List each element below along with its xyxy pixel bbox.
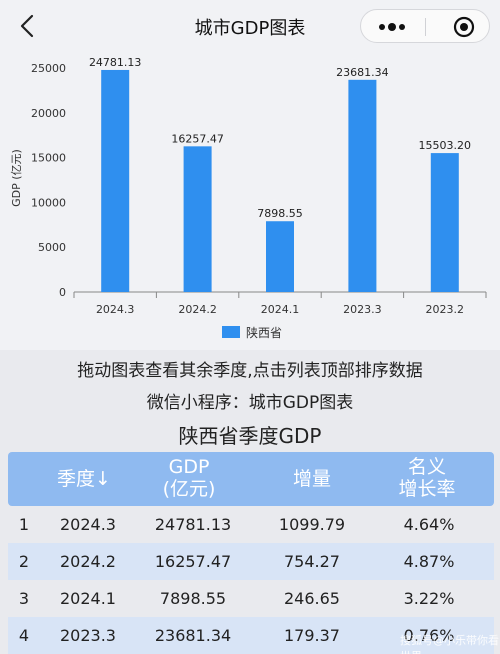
y-tick-label: 10000	[31, 196, 66, 209]
y-axis-label: GDP (亿元)	[10, 149, 23, 207]
target-circle-icon[interactable]	[453, 16, 475, 38]
x-tick-label: 2024.2	[178, 303, 217, 316]
cell-gdp: 7898.55	[159, 589, 227, 608]
cell-gdp: 24781.13	[154, 515, 232, 534]
table-row[interactable]: 3 2024.1 7898.55 246.65 3.22%	[8, 580, 494, 617]
bar-data-label: 15503.20	[419, 139, 472, 152]
column-header-quarter[interactable]: 季度↓	[57, 468, 111, 490]
cell-gdp: 16257.47	[154, 552, 232, 571]
chevron-left-icon[interactable]	[14, 12, 42, 40]
bar-2023.2	[430, 153, 459, 292]
legend-label: 陕西省	[246, 325, 282, 340]
cell-growth: 0.76%	[403, 626, 455, 645]
y-tick-label: 15000	[31, 152, 66, 165]
y-tick-label: 25000	[31, 62, 66, 75]
bar-2024.3	[101, 69, 130, 292]
bar-2024.1	[266, 221, 294, 292]
cell-growth: 4.64%	[403, 515, 455, 534]
bar-data-label: 23681.34	[336, 66, 389, 79]
bar-data-label: 16257.47	[171, 132, 224, 145]
table-title: 陕西省季度GDP	[178, 424, 322, 448]
table-header: 季度↓ GDP (亿元) 增量 名义 增长率	[8, 452, 494, 506]
legend-swatch	[222, 326, 240, 338]
y-tick-label: 5000	[38, 241, 66, 254]
column-header-growth[interactable]: 名义 增长率	[382, 456, 472, 500]
miniprogram-tip: 微信小程序：城市GDP图表	[146, 393, 354, 413]
navigation-bar: 城市GDP图表	[0, 0, 500, 52]
cell-increase: 1099.79	[278, 515, 346, 534]
cell-growth: 3.22%	[403, 589, 455, 608]
column-header-gdp-line2: (亿元)	[162, 478, 216, 500]
column-header-gdp-line1: GDP	[168, 456, 210, 478]
bar-data-label: 7898.55	[257, 207, 303, 220]
cell-rank: 3	[18, 589, 30, 608]
table-row[interactable]: 1 2024.3 24781.13 1099.79 4.64%	[8, 506, 494, 543]
x-tick-label: 2024.1	[261, 303, 300, 316]
gdp-bar-chart[interactable]: 0 5000 10000 15000 20000 25000 GDP (亿元) 24781.1…	[0, 52, 500, 350]
cell-growth: 4.87%	[403, 552, 455, 571]
gdp-bar-chart-card[interactable]: 0 5000 10000 15000 20000 25000 GDP (亿元) 24781.1…	[0, 52, 500, 350]
column-header-increase[interactable]: 增量	[292, 468, 331, 490]
more-dots-icon[interactable]	[377, 19, 407, 35]
cell-increase: 754.27	[284, 552, 340, 571]
column-header-growth-line2: 增长率	[398, 478, 456, 500]
table-row[interactable]: 4 2023.3 23681.34 179.37 0.76%	[8, 617, 494, 654]
cell-rank: 2	[18, 552, 30, 571]
capsule-divider	[425, 18, 426, 36]
y-tick-label: 20000	[31, 107, 66, 120]
bar-data-label: 24781.13	[89, 56, 142, 69]
x-tick-label: 2024.3	[96, 303, 135, 316]
cell-quarter: 2024.3	[60, 515, 116, 534]
bar-2024.2	[183, 146, 212, 292]
x-tick-label: 2023.2	[426, 303, 465, 316]
table-row[interactable]: 2 2024.2 16257.47 754.27 4.87%	[8, 543, 494, 580]
bar-2023.3	[348, 79, 377, 293]
cell-increase: 179.37	[284, 626, 340, 645]
cell-increase: 246.65	[284, 589, 340, 608]
cell-rank: 1	[18, 515, 30, 534]
cell-quarter: 2024.1	[60, 589, 116, 608]
y-tick-label: 0	[59, 286, 66, 299]
column-header-growth-line1: 名义	[407, 456, 446, 478]
miniprogram-capsule	[360, 9, 490, 43]
cell-quarter: 2023.3	[60, 626, 116, 645]
cell-rank: 4	[18, 626, 30, 645]
page-title: 城市GDP图表	[194, 18, 306, 39]
column-header-gdp[interactable]: GDP (亿元)	[134, 456, 244, 500]
drag-sort-tip: 拖动图表查看其余季度,点击列表顶部排序数据	[77, 361, 423, 381]
cell-quarter: 2024.2	[60, 552, 116, 571]
x-tick-label: 2023.3	[343, 303, 382, 316]
cell-gdp: 23681.34	[154, 626, 232, 645]
watermark: 搜狐号@小乐带你看世界	[400, 634, 499, 654]
